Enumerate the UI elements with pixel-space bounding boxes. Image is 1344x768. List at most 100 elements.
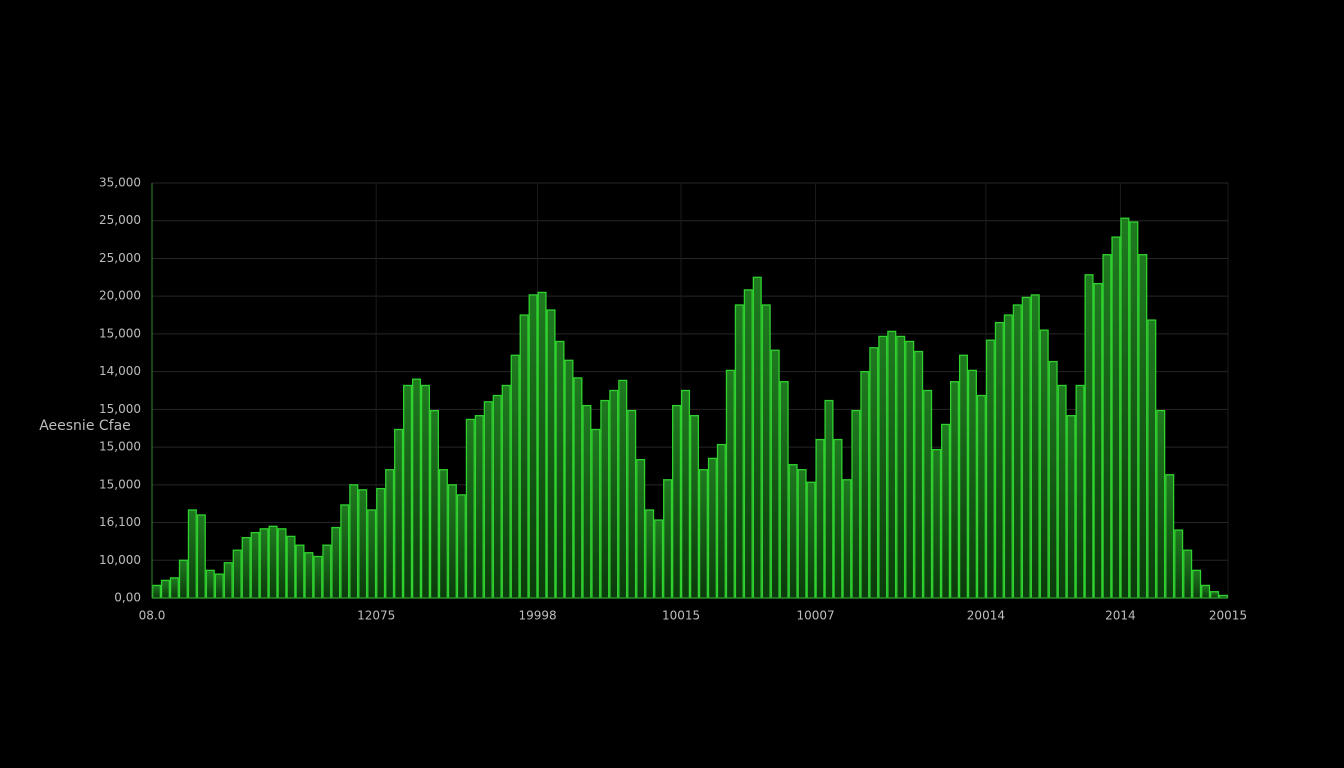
bar [887, 330, 897, 599]
bar [1183, 549, 1193, 599]
bar [896, 335, 906, 599]
y-axis-label: Aeesnie Cfae [39, 418, 131, 434]
bar [976, 394, 986, 599]
bar [205, 569, 215, 599]
bar [1192, 569, 1202, 599]
bar [1156, 409, 1166, 599]
bar [1147, 319, 1157, 599]
bar [1102, 254, 1112, 599]
bar [501, 384, 511, 599]
bar [214, 573, 224, 599]
bar [564, 359, 574, 599]
y-tick-label: 25,000 [99, 251, 141, 265]
bar [1003, 314, 1013, 599]
x-tick-label: 10007 [796, 609, 834, 623]
bar [322, 544, 332, 599]
bar [1012, 304, 1022, 599]
bar [232, 549, 242, 599]
bar [1210, 591, 1220, 599]
bar [385, 469, 395, 599]
bar [905, 340, 915, 599]
bar [689, 415, 700, 599]
bar [438, 469, 448, 599]
y-tick-label: 14,000 [99, 364, 141, 378]
bar [537, 291, 547, 599]
bar [1165, 474, 1175, 599]
bar [555, 340, 565, 599]
x-tick-label: 08.0 [139, 609, 166, 623]
bar [295, 544, 305, 599]
bar [277, 528, 287, 599]
bar [824, 399, 834, 599]
bar [582, 404, 592, 599]
bar [716, 443, 726, 599]
bar [770, 349, 780, 599]
bar [672, 404, 682, 599]
bar [842, 479, 852, 599]
bar [286, 535, 296, 599]
bar [914, 350, 924, 599]
bar [941, 423, 951, 599]
bar [752, 276, 762, 599]
bar [196, 514, 206, 599]
bar [1138, 254, 1148, 599]
bar [1048, 360, 1058, 599]
bar [223, 562, 233, 599]
bar [1021, 296, 1031, 599]
bar [403, 384, 413, 599]
bar [304, 552, 314, 599]
x-tick-label: 20014 [967, 609, 1005, 623]
bar [600, 399, 610, 599]
bar [492, 394, 502, 599]
bar [519, 314, 529, 599]
bar [456, 494, 466, 599]
bar [394, 428, 404, 599]
bar [680, 389, 691, 599]
bar [411, 378, 422, 599]
y-tick-label: 25,000 [99, 213, 141, 227]
y-tick-label: 10,000 [99, 553, 141, 567]
bar [546, 309, 556, 599]
bar [1057, 384, 1067, 599]
bar [627, 409, 637, 599]
bar [1066, 415, 1076, 599]
bar [788, 464, 798, 599]
bar [958, 354, 969, 599]
bar [528, 294, 538, 599]
bar [698, 469, 708, 599]
bar [591, 428, 601, 599]
bar [663, 479, 673, 599]
bar [860, 370, 870, 599]
y-tick-label: 0,00 [114, 591, 141, 605]
bar [1120, 217, 1130, 599]
bar [949, 381, 960, 599]
y-tick-label: 15,000 [99, 440, 141, 454]
y-tick-label: 16,100 [99, 515, 141, 529]
bar [465, 418, 475, 599]
bar [151, 584, 162, 599]
bar [510, 354, 520, 599]
bar [636, 459, 646, 599]
bar [331, 526, 341, 599]
bar [169, 577, 179, 599]
bar [376, 487, 386, 599]
bar [618, 379, 628, 599]
x-tick-label: 2014 [1105, 609, 1136, 623]
y-tick-label: 20,000 [99, 289, 141, 303]
x-tick-label: 20015 [1209, 609, 1247, 623]
bar [851, 409, 861, 599]
bar [797, 469, 807, 599]
bar [1129, 221, 1139, 599]
bar [1111, 236, 1121, 599]
bar [250, 531, 260, 599]
x-tick-label: 19998 [518, 609, 556, 623]
bar [654, 519, 664, 599]
x-tick-label: 10015 [662, 609, 700, 623]
y-tick-label: 35,000 [99, 176, 141, 190]
bar [429, 409, 439, 599]
bar [483, 401, 493, 599]
y-tick-label: 15,000 [99, 402, 141, 416]
bar [259, 528, 269, 599]
bar [241, 536, 251, 599]
